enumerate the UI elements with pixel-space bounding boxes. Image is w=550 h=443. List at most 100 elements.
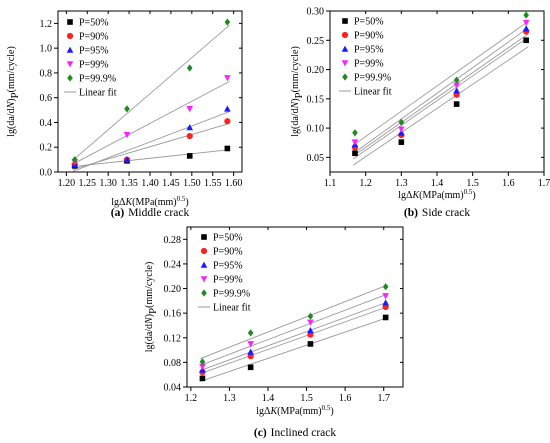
x-axis-label-part: 0.5 <box>177 195 186 203</box>
data-point-s5 <box>523 11 529 19</box>
data-point-s1 <box>453 101 460 107</box>
y-axis-label-part: ) <box>6 98 17 101</box>
x-tick-label: 1.25 <box>79 178 97 189</box>
data-point-s1 <box>199 375 206 382</box>
linear-fit-line-1 <box>72 149 230 168</box>
data-point-s5 <box>247 329 254 337</box>
data-point-s1 <box>247 364 254 371</box>
data-point-s4 <box>123 132 131 139</box>
data-point-s1 <box>398 139 405 145</box>
x-tick-label: 1.4 <box>262 393 275 404</box>
y-tick-label: 0.30 <box>307 7 325 18</box>
legend-label-1: P=50% <box>354 17 384 28</box>
data-point-s5 <box>453 76 460 84</box>
linear-fit-line-2 <box>352 37 529 160</box>
y-tick-label: 0.2 <box>40 143 53 154</box>
linear-fit-line-3 <box>200 301 388 371</box>
x-tick-label: 1.45 <box>162 178 180 189</box>
y-axis-label-part: N <box>144 316 155 325</box>
legend-label-1: P=50% <box>79 18 109 29</box>
legend-label-5: P=99.9% <box>79 74 116 85</box>
y-tick-label: 0.16 <box>164 309 182 320</box>
x-tick-label: 1.3 <box>395 178 408 189</box>
y-axis-label-part: N <box>290 100 301 109</box>
linear-fit-line-4 <box>352 27 529 154</box>
y-tick-label: 1.2 <box>40 19 53 30</box>
linear-fit-line-3 <box>72 111 230 172</box>
chart-side-crack: 1.1 1.2 1.3 1.4 1.5 1.6 1.7 0.05 0.10 0.15 0.20 0.2… <box>290 7 550 220</box>
y-axis-label-part: P <box>147 308 159 314</box>
legend-label-2: P=90% <box>213 247 243 258</box>
caption-letter: (b) <box>404 207 418 219</box>
y-tick-label: 0.24 <box>164 259 182 270</box>
y-tick-label: 0.0 <box>40 168 53 179</box>
data-point-s1 <box>186 153 193 159</box>
y-axis-label-part: P <box>9 92 21 98</box>
data-point-s5 <box>186 64 193 72</box>
x-tick-label: 1.30 <box>99 178 117 189</box>
y-tick-label: 0.25 <box>307 36 325 47</box>
data-point-s3 <box>382 299 389 306</box>
y-tick-label: 0.05 <box>307 153 325 164</box>
data-point-s3 <box>123 156 131 163</box>
x-tick-label: 1.60 <box>225 178 243 189</box>
linear-fit-line-2 <box>200 306 388 374</box>
x-axis-label: lgΔK(MPa(mm)0.5) <box>111 195 188 208</box>
legend-marker-5 <box>342 73 348 81</box>
data-point-s4 <box>398 126 405 133</box>
x-axis-label-part: ) <box>330 406 333 417</box>
legend-label-3: P=95% <box>213 261 243 272</box>
y-axis-label-part: (mm/cycle) <box>6 46 17 92</box>
legend-marker-5 <box>67 74 73 82</box>
data-point-s5 <box>352 129 358 137</box>
data-point-s5 <box>398 118 405 126</box>
data-point-s4 <box>382 293 389 300</box>
x-axis-label-part: 0.5 <box>322 404 331 412</box>
legend-fit-label: Linear fit <box>213 303 251 314</box>
data-point-s3 <box>307 326 314 334</box>
data-point-s2 <box>224 118 231 125</box>
legend-marker-4 <box>341 60 349 67</box>
y-tick-label: 0.4 <box>40 118 53 129</box>
linear-fit-line-5 <box>352 21 529 146</box>
legend-marker-3 <box>66 46 74 53</box>
data-point-s5 <box>307 312 314 320</box>
caption-text: Side crack <box>422 207 470 219</box>
x-tick-label: 1.50 <box>183 178 201 189</box>
legend-marker-2 <box>341 31 349 39</box>
data-point-s1 <box>352 150 358 157</box>
legend-fit-label: Linear fit <box>354 87 392 98</box>
data-point-s3 <box>522 25 530 32</box>
legend-marker-2 <box>200 247 208 255</box>
data-point-s5 <box>71 156 78 164</box>
linear-fit-line-1 <box>352 46 529 166</box>
y-tick-label: 0.20 <box>307 65 325 76</box>
legend-label-2: P=90% <box>79 32 109 43</box>
data-point-s4 <box>453 82 460 89</box>
linear-fit-line-5 <box>200 284 388 359</box>
x-tick-label: 1.1 <box>324 178 337 189</box>
legend-label-3: P=95% <box>354 45 384 56</box>
data-point-s1 <box>382 314 389 321</box>
data-point-s4 <box>307 319 314 326</box>
legend-label-3: P=95% <box>79 46 109 57</box>
caption-letter: (c) <box>254 427 267 439</box>
x-axis-label: lgΔK(MPa(mm)0.5) <box>256 404 333 417</box>
x-axis-label-part: 0.5 <box>464 188 473 196</box>
y-tick-label: 0.08 <box>164 358 182 369</box>
data-point-s1 <box>307 341 314 347</box>
data-point-s4 <box>351 139 359 146</box>
x-axis-label-part: (MPa(mm) <box>277 406 321 417</box>
data-point-s5 <box>124 105 130 113</box>
y-tick-label: 0.20 <box>164 284 182 295</box>
chart-caption: (c) Inclined crack <box>254 427 336 439</box>
data-point-s3 <box>247 348 254 355</box>
y-axis-label: lg(da/dN)P(mm/cycle) <box>290 46 305 137</box>
legend-marker-5 <box>201 289 207 297</box>
y-axis-label-part: N <box>6 100 17 109</box>
legend-marker-1 <box>201 234 207 240</box>
data-point-s5 <box>199 358 206 366</box>
x-axis-label-part: K <box>125 197 134 208</box>
x-axis-label-part: K <box>412 190 421 201</box>
